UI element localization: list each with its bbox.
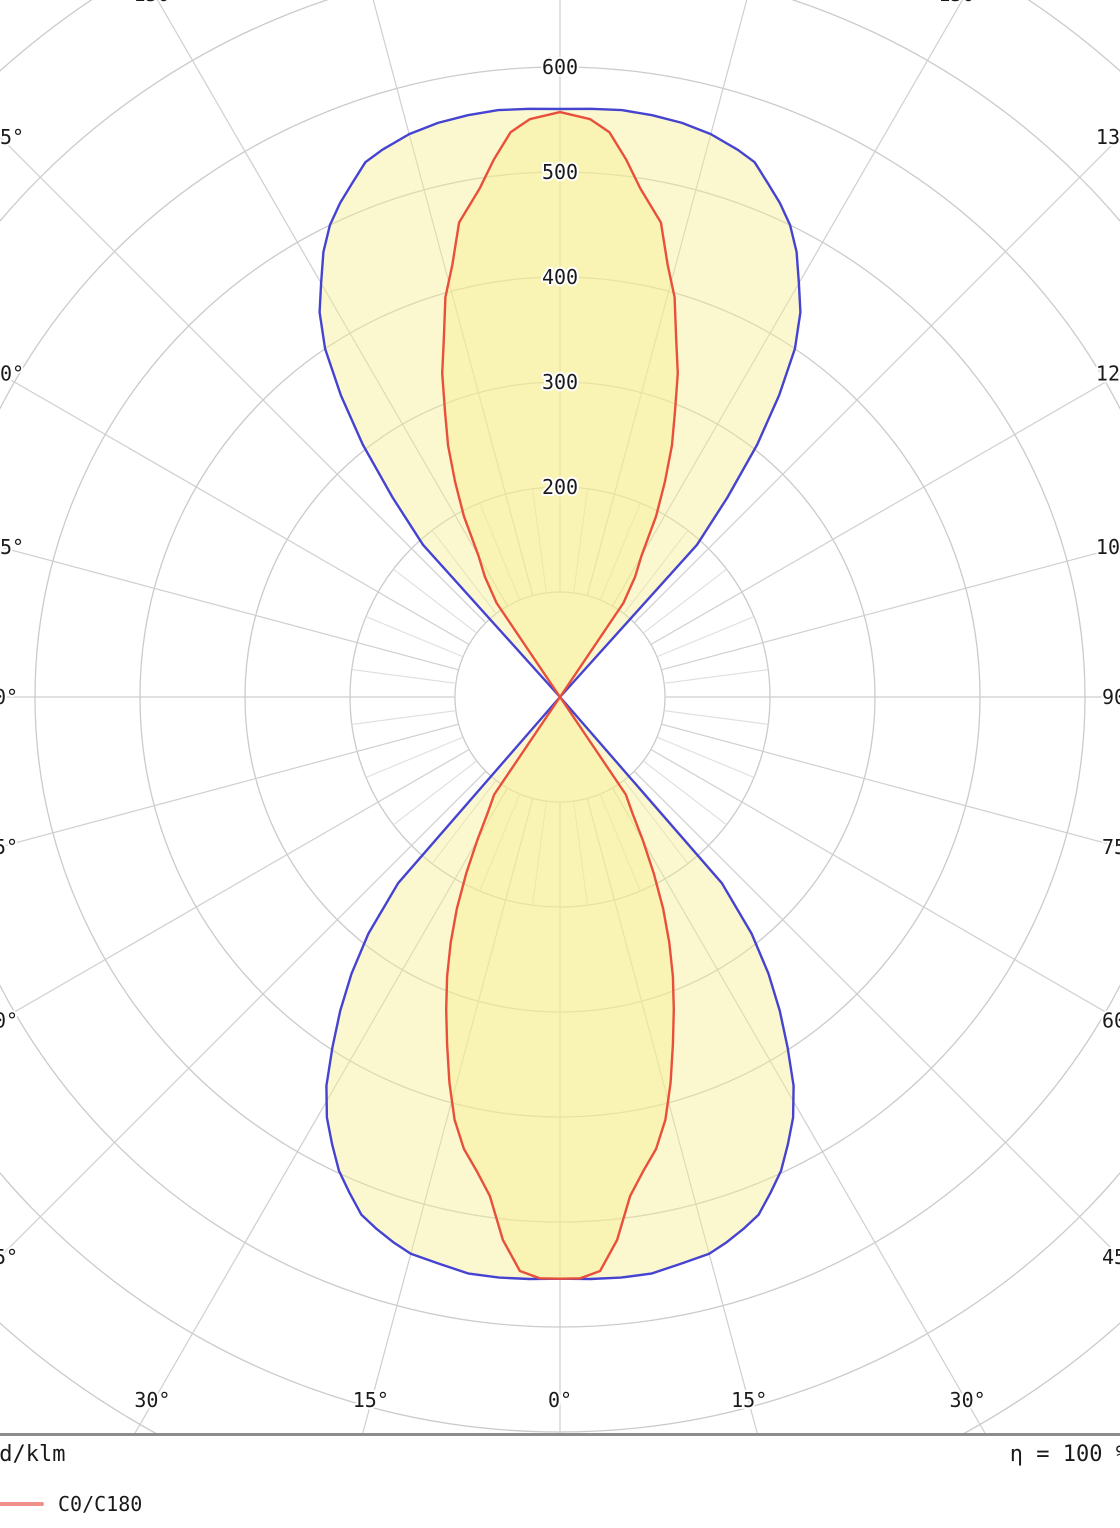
efficiency-label: η = 100 %: [1009, 1442, 1120, 1467]
radial-tick-600: 600: [542, 55, 578, 79]
radial-tick-300: 300: [542, 370, 578, 394]
polar-grid-spoke-minor: [656, 616, 755, 658]
legend-label-c0-c180: C0/C180: [58, 1492, 143, 1516]
angle-label-left-90: 90°: [0, 685, 18, 709]
polar-grid-spoke-major: [633, 136, 1120, 624]
angle-label-bottom-0: 0°: [548, 1388, 572, 1412]
angle-label-top-left-150: 150°: [134, 0, 182, 6]
polar-grid-spoke-minor: [479, 793, 521, 892]
polar-grid-spoke-major: [0, 748, 470, 1022]
angle-label-right-120: 120°: [1096, 362, 1120, 386]
polar-grid-spoke-minor: [623, 530, 689, 615]
polar-grid-spoke-major: [586, 798, 759, 1434]
polar-grid-spoke-major: [372, 0, 534, 596]
angle-label-left-135: 135°: [0, 125, 24, 149]
angle-label-bottom-left-15: 15°: [353, 1388, 389, 1412]
legend: C0/C180: [0, 1492, 142, 1516]
polar-grid-spoke-major: [650, 748, 1120, 1022]
polar-grid-spoke-major: [611, 0, 964, 607]
angle-label-right-75: 75°: [1102, 835, 1120, 859]
polar-grid-spoke-minor: [532, 801, 547, 906]
angle-label-top-right-150: 150°: [938, 0, 986, 6]
polar-grid-spoke-major: [661, 546, 1120, 671]
angle-label-bottom-left-30: 30°: [134, 1388, 170, 1412]
polar-grid-spoke-major: [156, 0, 509, 607]
polar-grid-spoke-major: [361, 798, 534, 1434]
polar-grid-spoke-major: [633, 770, 1120, 1258]
curves: [318, 107, 802, 1281]
polar-grid-spoke-minor: [656, 736, 755, 778]
polar-grid-spoke-minor: [532, 488, 547, 593]
angle-label-right-135: 135°: [1096, 125, 1120, 149]
polar-grid-spoke-minor: [393, 568, 478, 634]
angle-label-right-45: 45°: [1102, 1245, 1120, 1269]
legend-swatch-c0-c180: [0, 1502, 44, 1506]
polar-grid-spoke-major: [133, 787, 509, 1434]
polar-grid-spoke-minor: [365, 616, 464, 658]
polar-grid-spoke-major: [0, 372, 470, 646]
polar-grid-spoke-minor: [365, 736, 464, 778]
footer-divider: [0, 1433, 1120, 1436]
angle-label-bottom-right-30: 30°: [950, 1388, 986, 1412]
polar-grid-spoke-minor: [393, 760, 478, 826]
polar-grid-spoke-major: [0, 770, 487, 1258]
radial-tick-400: 400: [542, 265, 578, 289]
polar-grid-spoke-minor: [599, 793, 641, 892]
polar-grid: [0, 0, 1120, 1434]
labels: 200 300 400 500 600 45° 45° 60° 60° 75° 75° 90° 90° 1…: [0, 0, 1120, 1414]
polar-grid-spoke-minor: [573, 488, 588, 593]
angle-label-left-60: 60°: [0, 1008, 18, 1032]
radial-tick-500: 500: [542, 160, 578, 184]
polar-grid-spoke-minor: [351, 669, 456, 684]
polar-grid-spoke-minor: [664, 710, 769, 725]
angle-label-left-120: 120°: [0, 362, 24, 386]
polar-grid-spoke-minor: [599, 502, 641, 601]
polar-grid-spoke-minor: [642, 760, 727, 826]
angle-label-left-75: 75°: [0, 835, 18, 859]
polar-grid-spoke-minor: [351, 710, 456, 725]
angle-label-left-105: 105°: [0, 535, 24, 559]
polar-plot-canvas: 200 300 400 500 600 45° 45° 60° 60° 75° 75° 90° 90° 1…: [0, 0, 1120, 1434]
polar-grid-spoke-minor: [642, 568, 727, 634]
polar-grid-spoke-minor: [623, 779, 689, 864]
polar-grid-spoke-major: [0, 546, 459, 671]
polar-grid-spoke-major: [0, 136, 487, 624]
polar-grid-spoke-major: [586, 0, 748, 596]
polar-grid-spoke-major: [650, 372, 1120, 646]
angle-label-right-105: 105°: [1096, 535, 1120, 559]
polar-grid-spoke-minor: [431, 530, 497, 615]
radial-tick-200: 200: [542, 475, 578, 499]
angle-label-left-45: 45°: [0, 1245, 18, 1269]
polar-grid-spoke-minor: [431, 779, 497, 864]
polar-grid-spoke-minor: [479, 502, 521, 601]
polar-grid-spoke-minor: [664, 669, 769, 684]
angle-label-bottom-right-15: 15°: [731, 1388, 767, 1412]
unit-label: cd/klm: [0, 1442, 66, 1467]
angle-label-right-90: 90°: [1102, 685, 1120, 709]
angle-label-right-60: 60°: [1102, 1008, 1120, 1032]
polar-grid-spoke-major: [661, 723, 1120, 848]
polar-grid-spoke-major: [611, 787, 987, 1434]
polar-grid-spoke-major: [0, 723, 459, 848]
polar-grid-spoke-minor: [573, 801, 588, 906]
photometric-curve-c90-c270: [318, 107, 802, 1281]
photometric-curve-c0-c180: [441, 110, 679, 1280]
